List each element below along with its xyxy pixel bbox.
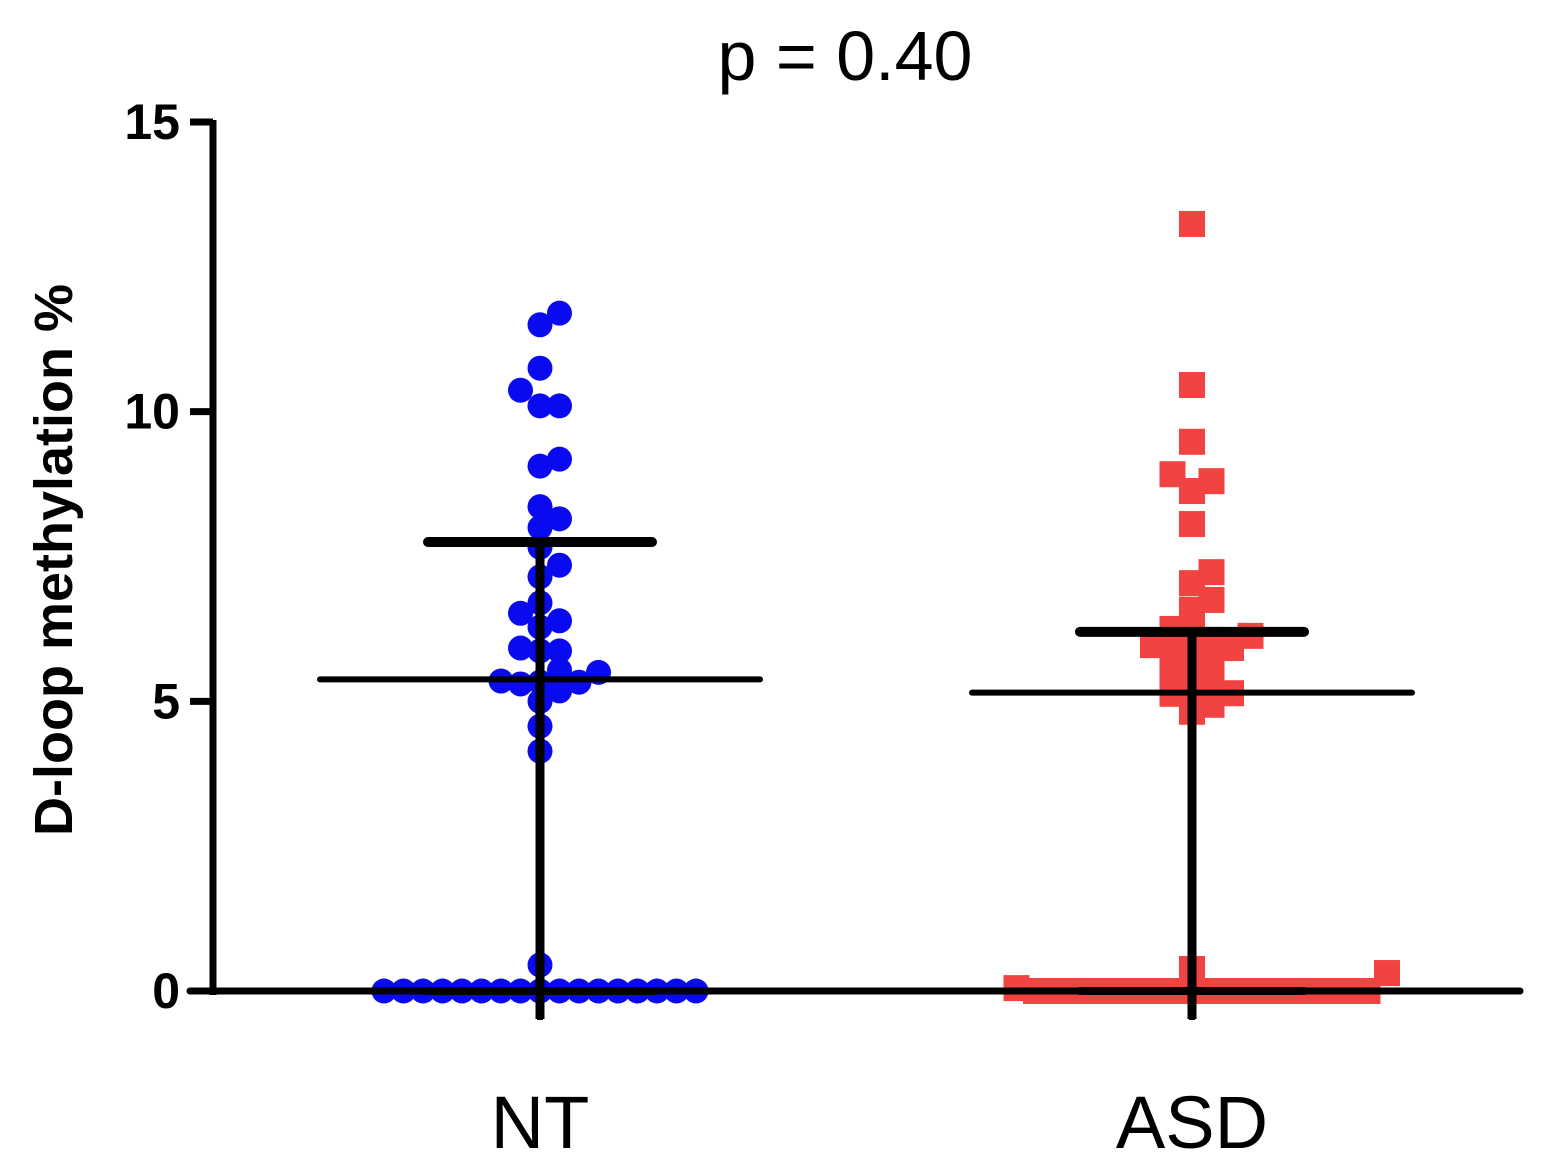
nt-data-point <box>508 600 533 626</box>
nt-data-point <box>527 515 553 541</box>
y-tick-label: 0 <box>152 963 180 1019</box>
y-axis-label: D-loop methylation % <box>24 284 84 836</box>
nt-data-point <box>508 635 533 661</box>
asd-data-point <box>1179 511 1205 538</box>
asd-data-point <box>1179 428 1205 455</box>
nt-data-point <box>527 312 553 338</box>
nt-data-point <box>547 393 572 419</box>
nt-data-point <box>527 494 553 520</box>
nt-data-point <box>527 393 553 419</box>
asd-data-point <box>1198 559 1225 586</box>
nt-data-point <box>547 638 572 664</box>
nt-data-point <box>547 657 572 683</box>
x-category-label: NT <box>491 1081 590 1164</box>
nt-data-point <box>547 552 572 578</box>
y-tick-label: 5 <box>152 673 180 729</box>
asd-data-point <box>1179 372 1205 399</box>
nt-data-point <box>547 506 572 532</box>
nt-data-point <box>508 377 533 403</box>
asd-data-point <box>1374 960 1400 987</box>
asd-data-point <box>1198 468 1225 495</box>
nt-data-point <box>547 300 572 326</box>
y-tick-label: 10 <box>124 384 180 440</box>
x-category-label: ASD <box>1116 1081 1268 1164</box>
nt-data-point <box>527 355 553 381</box>
nt-data-point <box>547 678 572 704</box>
chart-title: p = 0.40 <box>718 17 973 95</box>
nt-data-point <box>547 446 572 472</box>
nt-data-point <box>547 608 572 634</box>
asd-data-point <box>1159 461 1186 488</box>
y-tick-label: 15 <box>124 94 180 150</box>
asd-data-point <box>1179 210 1205 237</box>
nt-data-point <box>527 453 553 479</box>
